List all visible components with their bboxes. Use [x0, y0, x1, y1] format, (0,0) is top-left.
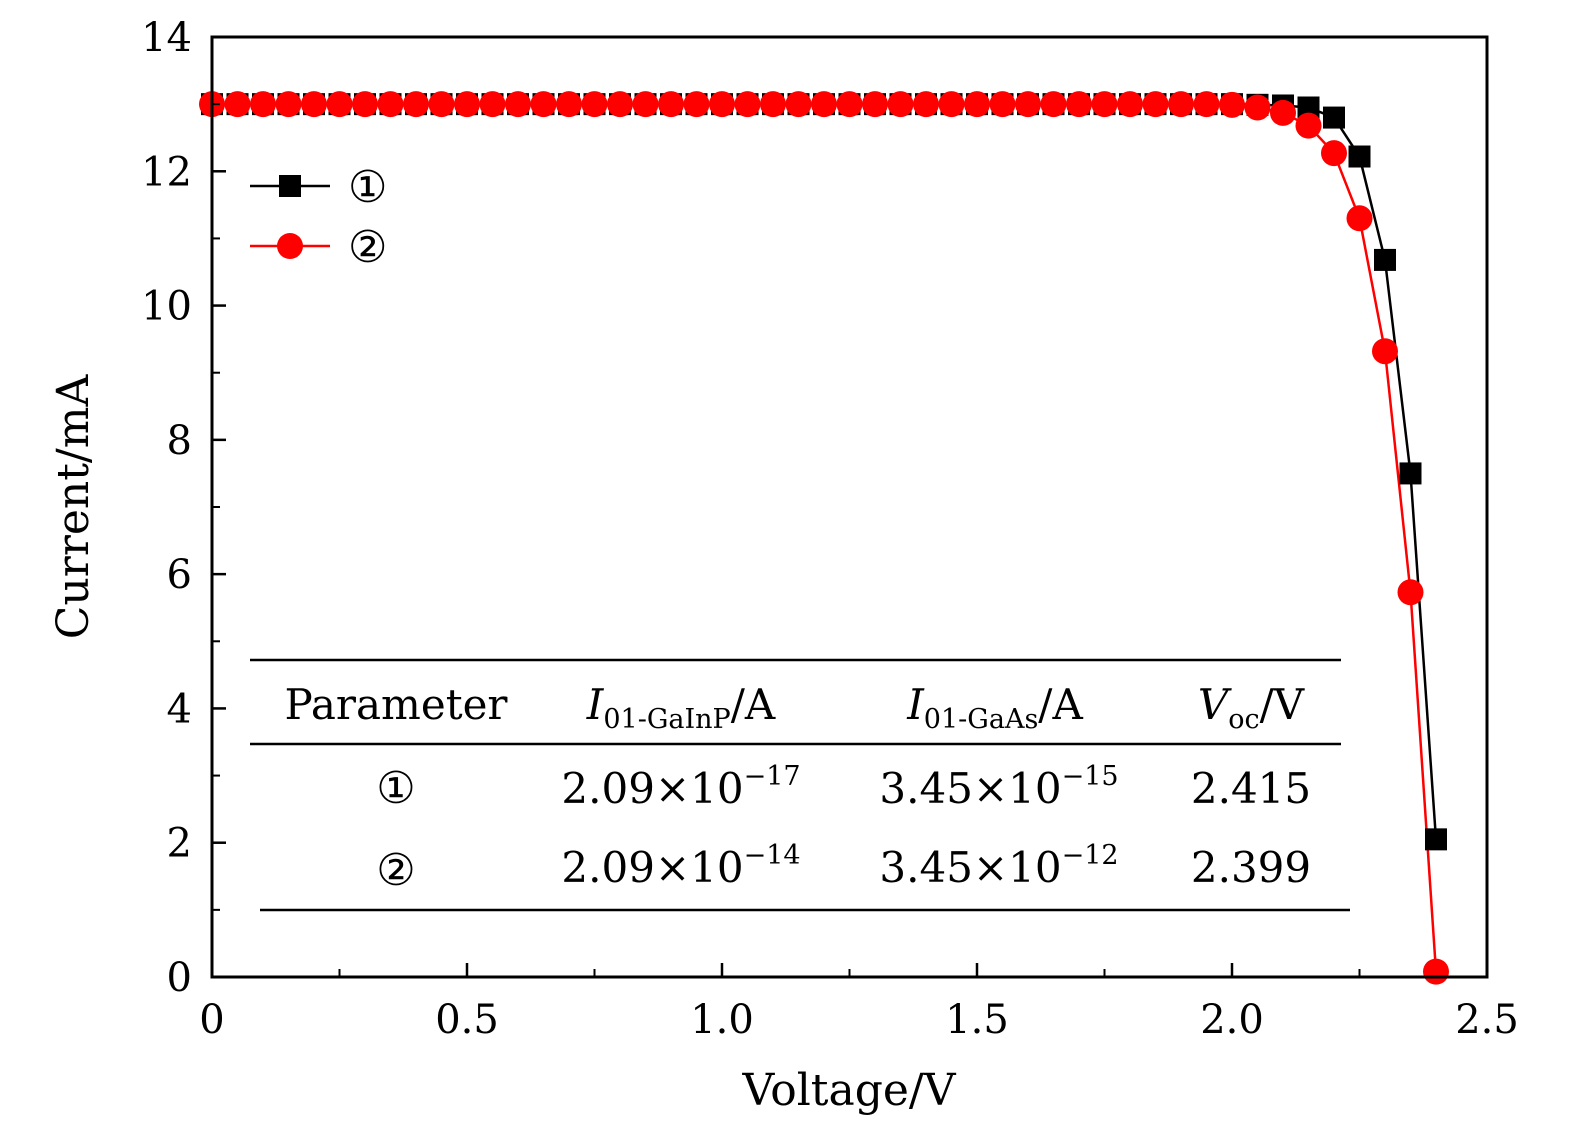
series-2-point [1015, 91, 1041, 118]
table-row-2-voc: 2.399 [1191, 843, 1311, 892]
series-2-point [734, 91, 761, 118]
x-tick-label: 1.0 [690, 997, 754, 1043]
y-tick-label: 14 [141, 15, 192, 61]
series-2-point [505, 91, 531, 118]
series-2-point [1270, 99, 1296, 126]
y-tick-labels: 0 2 4 6 8 10 12 14 [141, 15, 192, 1001]
series-2-point [811, 91, 837, 118]
y-tick-label: 8 [167, 418, 192, 464]
table-row-1-voc: 2.415 [1191, 764, 1311, 813]
series-2-point [1193, 91, 1220, 118]
series-1-point [1399, 462, 1422, 485]
series-2-point [1295, 112, 1322, 139]
series-layer [199, 91, 1449, 985]
series-2-point [301, 91, 327, 118]
x-tick-label: 1.5 [945, 997, 1009, 1043]
series-2-point [1066, 91, 1092, 118]
series-2-point [224, 91, 251, 118]
series-2-point [275, 91, 302, 118]
legend-marker-square [279, 175, 301, 197]
series-2-point [709, 91, 735, 118]
series-1-point [1348, 145, 1371, 168]
x-axis-label: Voltage/V [741, 1065, 956, 1116]
series-2-point [862, 91, 888, 118]
table-header-parameter: Parameter [284, 680, 508, 729]
series-2-point [1346, 205, 1373, 232]
series-1-point [1425, 828, 1447, 851]
table-header-i01-gaas: I01-GaAs/A [906, 680, 1083, 735]
series-2-point [836, 91, 863, 118]
series-2-point [352, 91, 378, 118]
x-tick-labels: 0 0.5 1.0 1.5 2.0 2.5 [199, 997, 1519, 1043]
series-2-point [1091, 91, 1118, 118]
series-2-point [1168, 91, 1194, 118]
series-2-line [212, 102, 1438, 972]
series-2-point [1372, 338, 1398, 365]
series-2-point [530, 91, 557, 118]
inset-parameter-table: Parameter I01-GaInP/A I01-GaAs/A Voc/V ①… [250, 658, 1350, 912]
table-row-1-i01-gaas: 3.45×10−15 [879, 761, 1118, 813]
x-tick-label: 2.0 [1200, 997, 1264, 1043]
series-1-point [1374, 248, 1396, 271]
series-2-point [1244, 94, 1271, 121]
legend-marker-circle [277, 233, 303, 259]
y-tick-label: 4 [167, 686, 192, 732]
series-2-point [989, 91, 1016, 118]
series-2-point [607, 91, 633, 118]
y-tick-label: 0 [167, 955, 192, 1001]
y-tick-label: 10 [141, 284, 192, 330]
table-row-2-label: ② [376, 845, 415, 896]
table-header-i01-gainp: I01-GaInP/A [586, 680, 776, 735]
series-2-point [556, 91, 582, 118]
series-2-point [1219, 91, 1245, 118]
x-tick-label: 0.5 [435, 997, 499, 1043]
series-2-point [938, 91, 965, 118]
y-axis-label: Current/mA [48, 374, 99, 640]
y-tick-label: 12 [141, 149, 192, 195]
axis-ticks [210, 35, 1489, 979]
series-2-point [887, 91, 914, 118]
series-2-point [632, 91, 659, 118]
legend: ① ② [250, 162, 387, 273]
legend-label-series-1: ① [348, 162, 387, 213]
series-2-point [326, 91, 353, 118]
legend-label-series-2: ② [348, 222, 387, 273]
series-2-point [377, 91, 404, 118]
series-2-point [1397, 579, 1424, 606]
y-tick-label: 2 [167, 821, 192, 867]
table-header-voc: Voc/V [1198, 680, 1305, 735]
series-2-point [913, 91, 939, 118]
series-2-point [454, 91, 480, 118]
series-2-point [479, 91, 506, 118]
series-2-point [1142, 91, 1169, 118]
table-row-2-i01-gainp: 2.09×10−14 [561, 840, 800, 892]
y-tick-label: 6 [167, 552, 192, 598]
x-tick-label: 2.5 [1455, 997, 1519, 1043]
x-tick-label: 0 [199, 997, 224, 1043]
series-2-point [250, 91, 276, 118]
series-2-point [1040, 91, 1067, 118]
series-2-point [1117, 91, 1143, 118]
table-row-2-i01-gaas: 3.45×10−12 [879, 840, 1118, 892]
series-2-point [760, 91, 786, 118]
series-2-point [428, 91, 455, 118]
plot-frame [210, 35, 1489, 979]
series-2-point [581, 91, 608, 118]
series-2-point [658, 91, 684, 118]
series-1-point [1323, 106, 1345, 129]
table-row-1-i01-gainp: 2.09×10−17 [561, 761, 800, 813]
series-2-point [785, 91, 812, 118]
series-2-point [964, 91, 990, 118]
series-2-point [1321, 140, 1347, 167]
series-1-point [1297, 96, 1320, 119]
series-2-point [1423, 958, 1449, 985]
series-2-point [403, 91, 429, 118]
table-row-1-label: ① [376, 763, 415, 814]
series-2-point [683, 91, 710, 118]
